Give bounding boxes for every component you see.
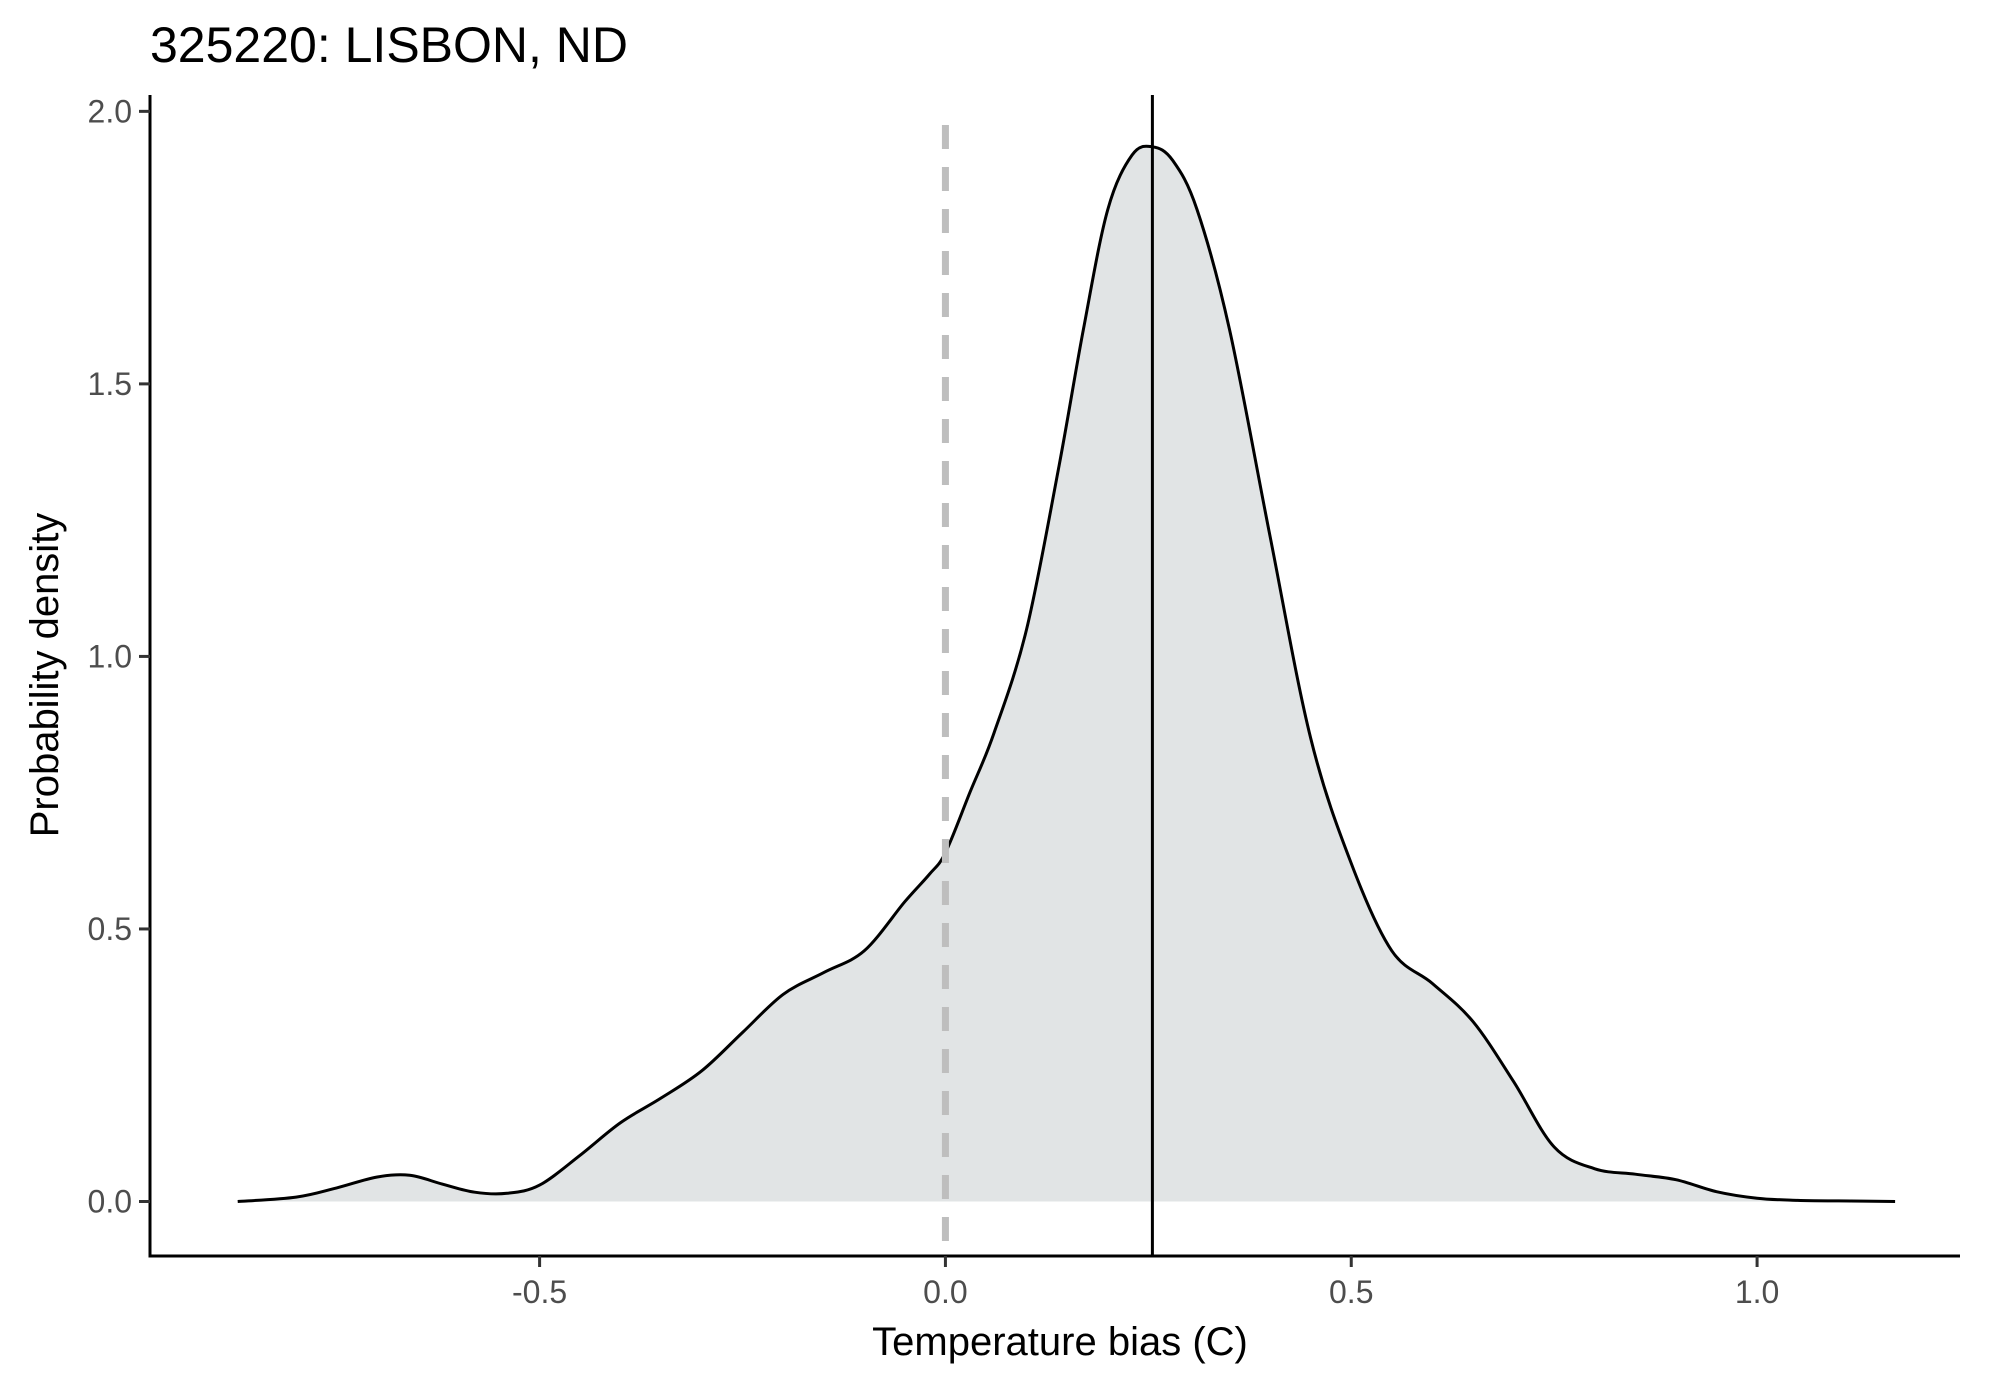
y-tick-label: 1.0 [88, 638, 132, 674]
x-tick-label: -0.5 [512, 1274, 567, 1310]
y-tick-label: 0.5 [88, 911, 132, 947]
x-axis-ticks: -0.5 0.0 0.5 1.0 [512, 1256, 1779, 1310]
y-tick-label: 2.0 [88, 93, 132, 129]
y-tick-label: 1.5 [88, 366, 132, 402]
x-axis-label: Temperature bias (C) [872, 1320, 1248, 1364]
density-curve [237, 144, 1896, 1203]
x-tick-label: 0.5 [1329, 1274, 1373, 1310]
x-tick-label: 1.0 [1735, 1274, 1779, 1310]
density-area [237, 146, 1896, 1202]
y-axis-ticks: 0.0 0.5 1.0 1.5 2.0 [88, 93, 150, 1219]
y-axis-label: Probability density [23, 513, 67, 838]
chart-title: 325220: LISBON, ND [150, 17, 628, 73]
y-tick-label: 0.0 [88, 1183, 132, 1219]
x-tick-label: 0.0 [923, 1274, 967, 1310]
